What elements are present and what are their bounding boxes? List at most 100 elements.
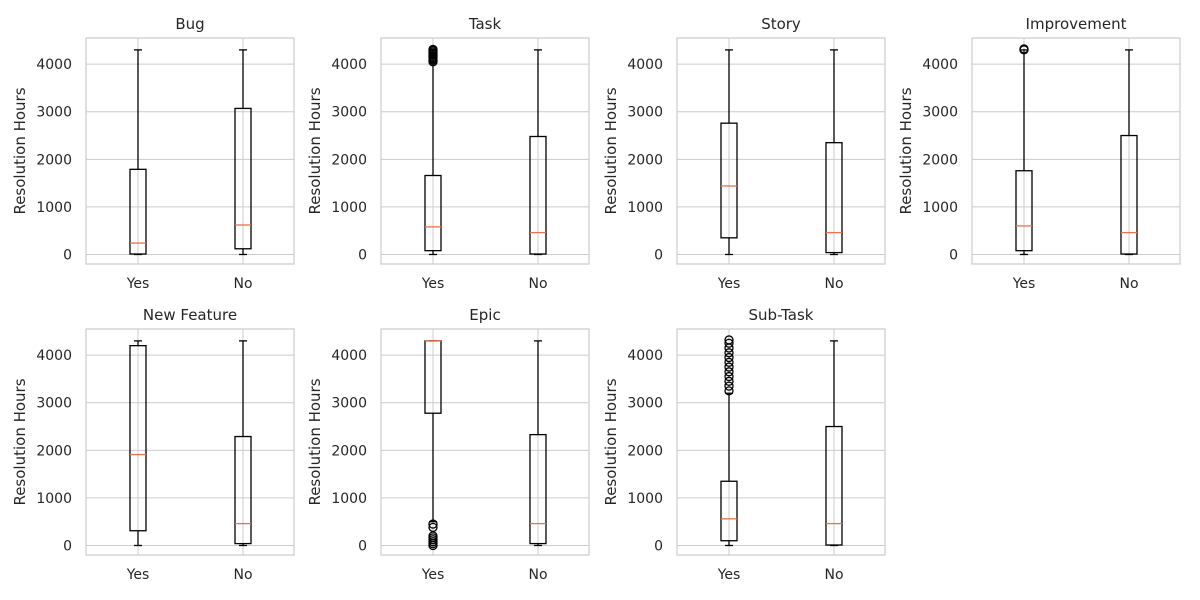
y-tick-label: 2000 — [922, 152, 958, 168]
y-axis-label: Resolution Hours — [602, 378, 620, 505]
box-group — [424, 44, 442, 256]
box-group — [825, 49, 843, 256]
box-group — [720, 335, 738, 547]
y-tick-label: 1000 — [36, 200, 72, 216]
boxplot-panel: 0 1000 2000 3000 4000 Epic Resolution Hours Yes… — [306, 306, 590, 583]
y-tick-label: 1000 — [922, 200, 958, 216]
chart-title: Task — [468, 15, 502, 33]
chart-title: Sub-Task — [749, 306, 814, 324]
x-tick-label: Yes — [126, 567, 150, 583]
y-tick-label: 3000 — [627, 105, 663, 121]
x-tick-label: No — [528, 276, 547, 292]
box-group — [129, 49, 147, 256]
y-tick-label: 1000 — [331, 200, 367, 216]
outlier-point — [724, 371, 734, 382]
outlier-point — [724, 376, 734, 386]
x-tick-label: Yes — [717, 276, 741, 292]
x-tick-label: No — [824, 567, 843, 583]
y-tick-label: 4000 — [627, 57, 663, 73]
y-tick-label: 4000 — [36, 348, 72, 364]
y-axis-label: Resolution Hours — [306, 87, 324, 214]
box-iqr — [720, 480, 738, 542]
plot-frame — [380, 37, 590, 265]
plot-frame — [676, 328, 886, 556]
y-tick-label: 3000 — [627, 396, 663, 412]
box-group — [424, 340, 442, 551]
y-tick-label: 2000 — [331, 443, 367, 459]
box-iqr — [234, 107, 252, 250]
plot-frame — [971, 37, 1181, 265]
box-iqr — [529, 433, 547, 545]
outlier-point — [724, 357, 734, 367]
y-tick-label: 2000 — [627, 443, 663, 459]
x-tick-label: No — [528, 567, 547, 583]
plot-frame — [85, 328, 295, 556]
outlier-point — [428, 519, 438, 529]
outlier-point — [724, 352, 734, 363]
outlier-point — [724, 386, 734, 396]
y-tick-label: 3000 — [331, 396, 367, 412]
y-tick-label: 1000 — [627, 491, 663, 507]
box-group — [129, 340, 147, 547]
box-iqr — [825, 142, 843, 254]
box-iqr — [129, 345, 147, 532]
y-axis-label: Resolution Hours — [306, 378, 324, 505]
y-axis-label: Resolution Hours — [11, 87, 29, 214]
boxplot-panel: 0 1000 2000 3000 4000 Improvement Resolution H… — [897, 15, 1181, 292]
y-tick-label: 0 — [358, 538, 367, 554]
x-tick-label: No — [1119, 276, 1138, 292]
chart-title: Improvement — [1026, 15, 1127, 33]
y-tick-label: 4000 — [36, 57, 72, 73]
outlier-point — [724, 367, 734, 377]
y-tick-label: 4000 — [627, 348, 663, 364]
x-tick-label: No — [824, 276, 843, 292]
plot-frame — [85, 37, 295, 265]
y-tick-label: 2000 — [36, 443, 72, 459]
outlier-point — [1019, 44, 1029, 54]
chart-title: Story — [761, 15, 801, 33]
box-iqr — [720, 122, 738, 239]
boxplot-panel: 0 1000 2000 3000 4000 Story Resolution Hours Ye… — [602, 15, 886, 292]
plot-frame — [380, 328, 590, 556]
box-group — [234, 340, 252, 547]
y-tick-label: 0 — [63, 538, 72, 554]
boxplot-panel: 0 1000 2000 3000 4000 New Feature Resolution H… — [11, 306, 295, 583]
y-tick-label: 3000 — [36, 396, 72, 412]
y-axis-label: Resolution Hours — [11, 378, 29, 505]
box-iqr — [1015, 170, 1033, 252]
y-tick-label: 0 — [654, 538, 663, 554]
x-tick-label: Yes — [717, 567, 741, 583]
y-tick-label: 2000 — [331, 152, 367, 168]
y-tick-label: 0 — [358, 247, 367, 263]
y-axis-label: Resolution Hours — [897, 87, 915, 214]
outlier-point — [724, 335, 734, 345]
box-iqr — [825, 425, 843, 546]
box-iqr — [424, 174, 442, 252]
y-tick-label: 4000 — [922, 57, 958, 73]
y-tick-label: 3000 — [36, 105, 72, 121]
outlier-point — [724, 362, 734, 372]
y-tick-label: 4000 — [331, 348, 367, 364]
boxplot-panel: 0 1000 2000 3000 4000 Bug Resolution Hours Yes N… — [11, 15, 295, 292]
plot-frame — [676, 37, 886, 265]
outlier-point — [724, 348, 734, 358]
chart-title: New Feature — [143, 306, 237, 324]
box-group — [720, 49, 738, 256]
box-group — [825, 340, 843, 547]
x-tick-label: No — [233, 567, 252, 583]
y-tick-label: 1000 — [627, 200, 663, 216]
y-tick-label: 0 — [63, 247, 72, 263]
y-axis-label: Resolution Hours — [602, 87, 620, 214]
y-tick-label: 4000 — [331, 57, 367, 73]
y-tick-label: 2000 — [36, 152, 72, 168]
box-group — [234, 49, 252, 256]
outlier-point — [428, 522, 438, 533]
outlier-point — [428, 44, 438, 55]
chart-title: Bug — [175, 15, 204, 33]
box-group — [529, 340, 547, 547]
boxplot-panel: 0 1000 2000 3000 4000 Task Resolution Hours Yes… — [306, 15, 590, 292]
box-group — [1120, 49, 1138, 256]
x-tick-label: Yes — [421, 276, 445, 292]
outlier-point — [724, 381, 734, 391]
chart-title: Epic — [469, 306, 500, 324]
